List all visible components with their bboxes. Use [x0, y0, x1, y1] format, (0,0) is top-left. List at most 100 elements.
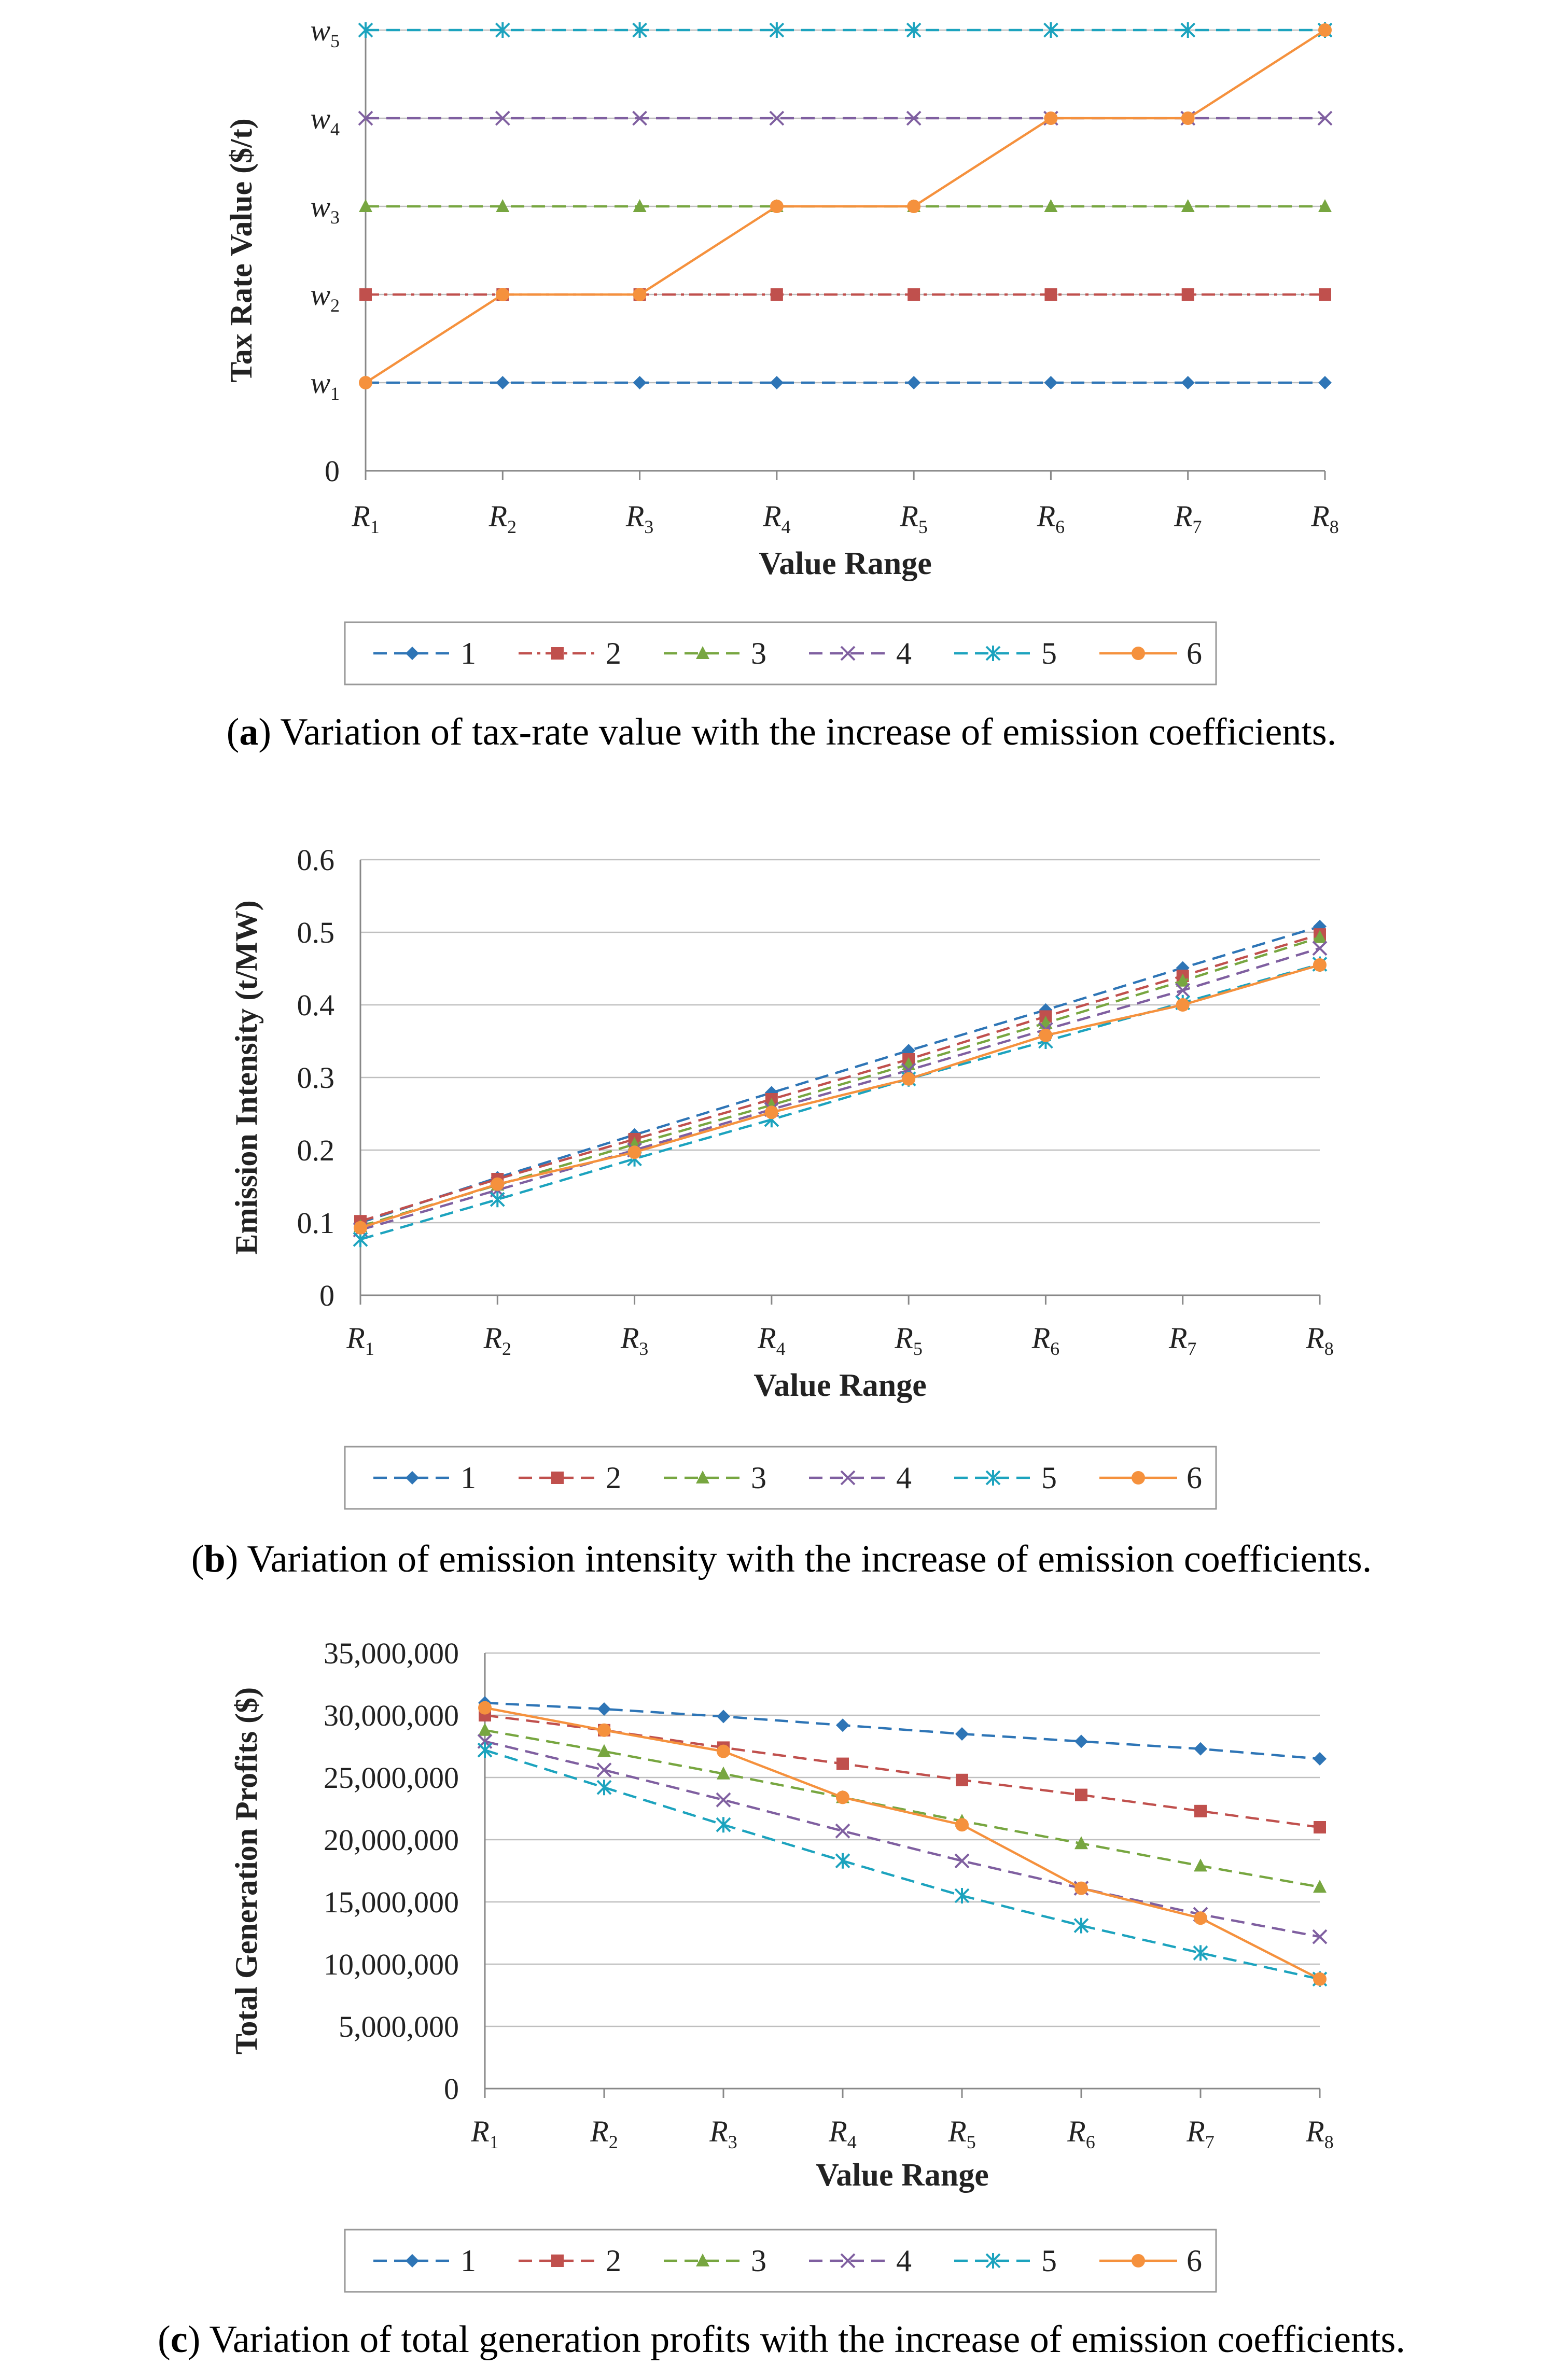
series-line — [360, 925, 1320, 1224]
y-tick-label: w1 — [310, 366, 340, 404]
legend-label: 5 — [1041, 2244, 1057, 2278]
caption-b-text: Variation of emission intensity with the… — [238, 1538, 1372, 1580]
legend-marker — [696, 646, 709, 659]
series-6 — [478, 1701, 1327, 1986]
legend-label: 5 — [1041, 1461, 1057, 1495]
series-4 — [477, 1733, 1328, 1944]
y-tick-label: w5 — [310, 13, 340, 51]
data-point — [954, 1853, 970, 1869]
data-point — [1313, 1752, 1327, 1766]
legend-marker — [696, 2253, 709, 2266]
series-line — [484, 1706, 1321, 1980]
data-point — [632, 22, 647, 38]
data-point — [1318, 23, 1332, 37]
data-point — [1313, 1880, 1327, 1893]
caption-b: (b) Variation of emission intensity with… — [191, 1538, 1372, 1580]
data-point — [1312, 1929, 1328, 1944]
data-point — [1312, 941, 1328, 956]
data-point — [906, 110, 922, 126]
y-axis-label: Tax Rate Value ($/t) — [224, 118, 258, 382]
data-point — [1313, 919, 1327, 933]
caption-b-label: b — [204, 1538, 226, 1580]
data-point — [490, 1192, 505, 1208]
data-point — [477, 1742, 493, 1758]
y-tick-label: 0.6 — [297, 843, 335, 877]
x-tick-label: R8 — [1310, 499, 1338, 537]
data-point — [496, 199, 510, 212]
legend-label: 6 — [1187, 1461, 1202, 1495]
caption-a: (a) Variation of tax-rate value with the… — [226, 711, 1337, 753]
legend: 1 2 3 4 5 6 — [344, 621, 1217, 685]
data-point — [956, 1773, 968, 1786]
data-point — [597, 1744, 611, 1757]
data-point — [906, 22, 922, 38]
data-point — [1044, 111, 1058, 125]
data-point — [359, 199, 372, 212]
legend-label: 2 — [606, 1461, 621, 1495]
data-point — [907, 376, 921, 389]
legend-box — [344, 2229, 1217, 2293]
y-tick-label: 15,000,000 — [324, 1885, 459, 1919]
series-line — [360, 933, 1320, 1223]
data-point — [495, 110, 510, 126]
data-point — [907, 200, 921, 213]
data-point — [496, 376, 510, 389]
legend-marker — [551, 1472, 564, 1484]
data-point — [770, 200, 784, 213]
x-tick-label: R1 — [346, 1321, 374, 1359]
legend-marker — [840, 2253, 856, 2269]
legend-label: 3 — [751, 1461, 766, 1495]
data-point — [633, 199, 647, 212]
y-tick-label: w2 — [310, 278, 340, 316]
x-tick-label: R7 — [1168, 1321, 1196, 1359]
series-5 — [358, 22, 1333, 38]
legend: 1 2 3 4 5 6 — [344, 2229, 1217, 2293]
legend-marker — [1132, 2254, 1145, 2267]
y-tick-label: 35,000,000 — [324, 1636, 459, 1670]
legend-label: 4 — [896, 1461, 912, 1495]
y-tick-label: 20,000,000 — [324, 1823, 459, 1857]
x-tick-label: R1 — [351, 499, 379, 537]
series-line — [360, 947, 1320, 1231]
data-point — [1176, 998, 1190, 1012]
data-point — [835, 1823, 850, 1839]
panel-b: 0 0.1 0.2 0.3 0.4 0.5 0.6 R1 R2 R3 R4 R5 R6 R7 R8 Value… — [0, 778, 1563, 1607]
chart-a: 0 w1 w2 w3 w4 w5 R1 R2 R3 R4 R5 R6 R7 R8 Value Range Ta… — [224, 13, 1339, 685]
data-point — [1039, 1003, 1053, 1017]
legend-label: 1 — [460, 2244, 476, 2278]
legend-marker — [696, 1471, 709, 1483]
y-tick-label: 0.1 — [297, 1206, 335, 1240]
x-tick-label: R5 — [899, 499, 927, 537]
legend-marker — [985, 646, 1001, 661]
x-axis-label: Value Range — [753, 1368, 927, 1403]
data-point — [769, 22, 785, 38]
legend-box — [344, 621, 1217, 685]
legend-label: 1 — [460, 1461, 476, 1495]
x-tick-label: R1 — [470, 2115, 498, 2152]
y-tick-label: 0.5 — [297, 916, 335, 949]
series-6 — [354, 958, 1327, 1235]
legend-box — [344, 1446, 1217, 1510]
data-point — [1181, 376, 1195, 389]
legend-label: 4 — [896, 636, 912, 670]
legend-label: 3 — [751, 2244, 766, 2278]
x-axis-label: Value Range — [816, 2158, 989, 2193]
data-point — [716, 1817, 731, 1833]
legend-marker — [551, 647, 564, 660]
data-point — [627, 1145, 641, 1159]
data-point — [358, 22, 373, 38]
data-point — [836, 1757, 849, 1770]
data-point — [491, 1177, 505, 1191]
x-tick-label: R2 — [489, 499, 517, 537]
x-tick-label: R4 — [762, 499, 790, 537]
legend-marker — [406, 2254, 419, 2267]
x-tick-label: R2 — [590, 2115, 618, 2152]
caption-a-label: a — [239, 711, 259, 753]
data-point — [836, 1718, 849, 1732]
chart-c: 0 5,000,000 10,000,000 15,000,000 20,000,000… — [229, 1636, 1334, 2293]
y-tick-label: w4 — [310, 102, 340, 139]
y-tick-label: 10,000,000 — [324, 1948, 459, 1981]
x-tick-label: R3 — [709, 2115, 737, 2152]
legend-label: 5 — [1041, 636, 1057, 670]
legend-marker — [985, 1470, 1001, 1486]
